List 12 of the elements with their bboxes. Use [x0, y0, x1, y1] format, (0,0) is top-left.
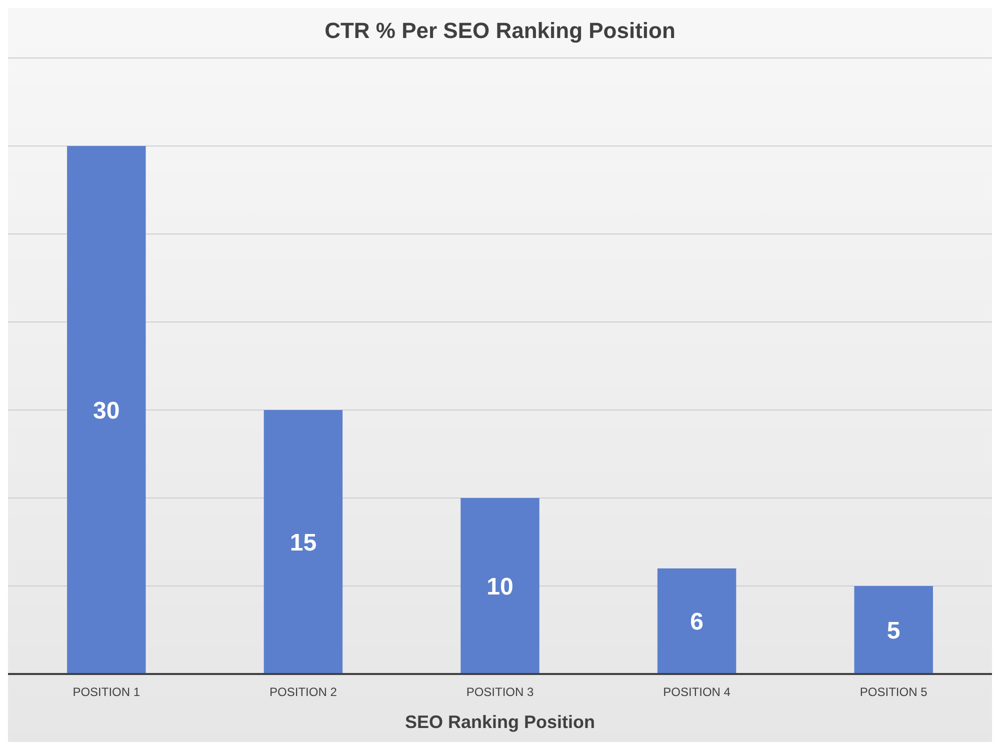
chart-title: CTR % Per SEO Ranking Position	[324, 18, 676, 43]
x-tick-label: POSITION 4	[663, 685, 731, 699]
data-label: 10	[486, 573, 514, 600]
data-label: 5	[886, 617, 900, 644]
x-tick-label: POSITION 1	[72, 685, 140, 699]
data-label: 15	[290, 529, 317, 556]
data-label: 30	[93, 397, 120, 424]
data-label: 6	[690, 608, 704, 636]
x-tick-label: POSITION 2	[270, 685, 338, 699]
x-tick-label: POSITION 5	[860, 685, 928, 699]
x-axis-title: SEO Ranking Position	[404, 712, 596, 732]
x-tick-label: POSITION 3	[466, 685, 534, 699]
